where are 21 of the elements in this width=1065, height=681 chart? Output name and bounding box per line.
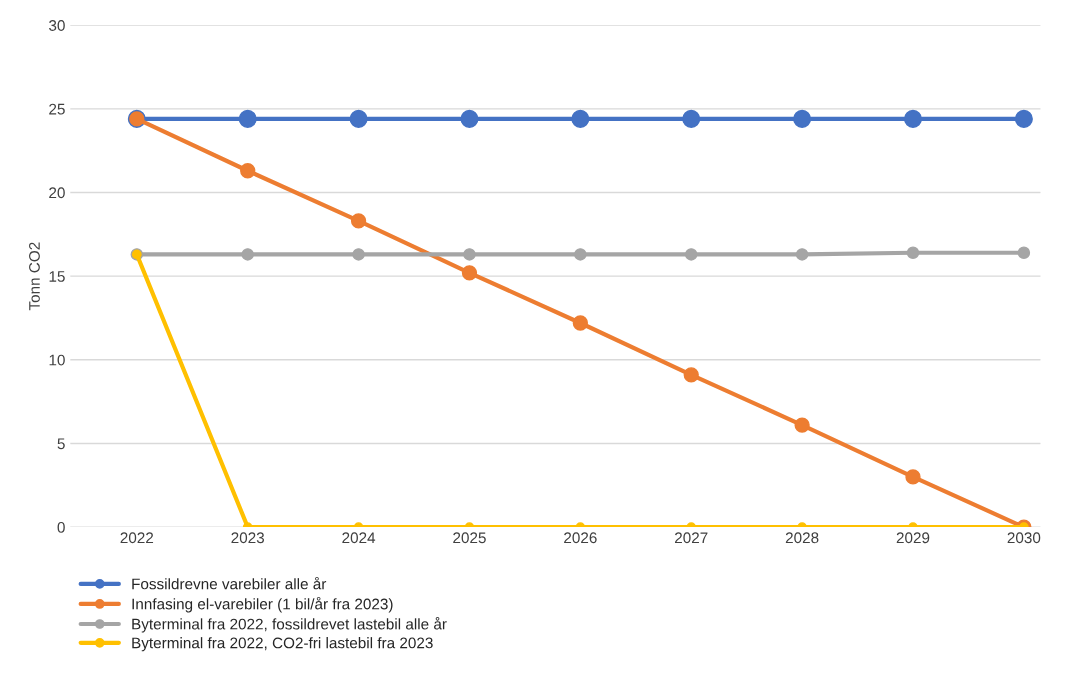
x-tick-label: 2025 <box>453 532 486 544</box>
x-tick-label: 2022 <box>120 532 154 544</box>
y-tick-label: 20 <box>49 187 65 199</box>
x-tick-label: 2026 <box>564 532 597 544</box>
x-tick-label: 2027 <box>675 532 708 544</box>
y-axis-title: Tonn CO2 <box>29 242 40 311</box>
y-tick-label: 5 <box>57 438 65 450</box>
legend-label: Innfasing el-varebiler (1 bil/år fra 2023) <box>132 596 393 613</box>
x-tick-label: 2029 <box>896 532 930 544</box>
legend-label: Byterminal fra 2022, CO2-fri lastebil fra 2023 <box>132 637 433 652</box>
x-tick-label: 2023 <box>231 532 265 544</box>
y-tick-label: 0 <box>57 521 65 533</box>
x-tick-label: 2030 <box>1007 532 1041 544</box>
legend-label: Byterminal fra 2022, fossildrevet lastebil alle år <box>132 617 447 633</box>
y-tick-label: 10 <box>49 354 65 366</box>
y-tick-label: 25 <box>49 103 65 115</box>
x-tick-label: 2024 <box>342 532 376 544</box>
legend-label: Fossildrevne varebiler alle år <box>132 576 327 590</box>
x-tick-label: 2028 <box>785 532 819 544</box>
y-tick-label: 15 <box>49 271 65 282</box>
y-tick-label: 30 <box>49 20 65 31</box>
